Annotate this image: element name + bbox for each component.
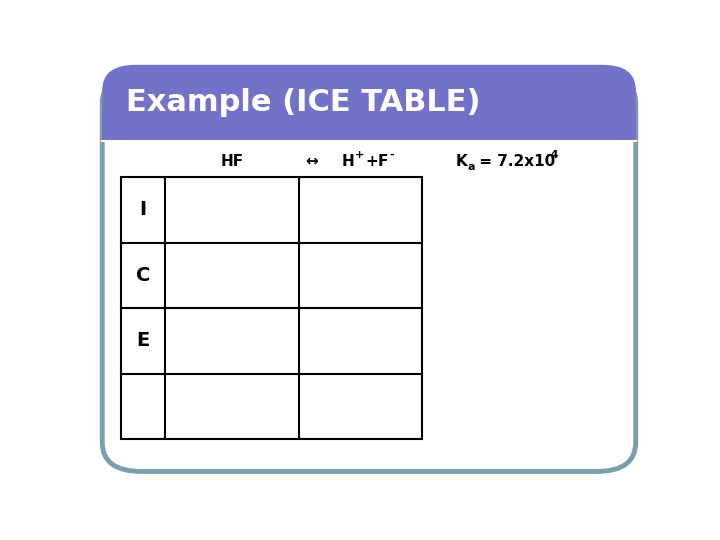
Text: H: H (342, 154, 354, 169)
Text: -4: -4 (546, 150, 559, 160)
Text: K: K (456, 154, 467, 169)
Text: F: F (378, 154, 388, 169)
Text: = 7.2x10: = 7.2x10 (474, 154, 555, 169)
Text: ↔: ↔ (305, 154, 318, 169)
Text: E: E (136, 331, 150, 350)
Text: C: C (136, 266, 150, 285)
Text: +: + (354, 150, 364, 160)
Text: a: a (468, 162, 475, 172)
FancyBboxPatch shape (102, 65, 636, 141)
Text: HF: HF (221, 154, 244, 169)
Text: Example (ICE TABLE): Example (ICE TABLE) (126, 89, 481, 117)
Bar (102, 112, 636, 141)
FancyBboxPatch shape (102, 74, 636, 471)
Text: -: - (389, 150, 394, 160)
Text: I: I (140, 200, 147, 219)
Text: +: + (365, 154, 378, 169)
